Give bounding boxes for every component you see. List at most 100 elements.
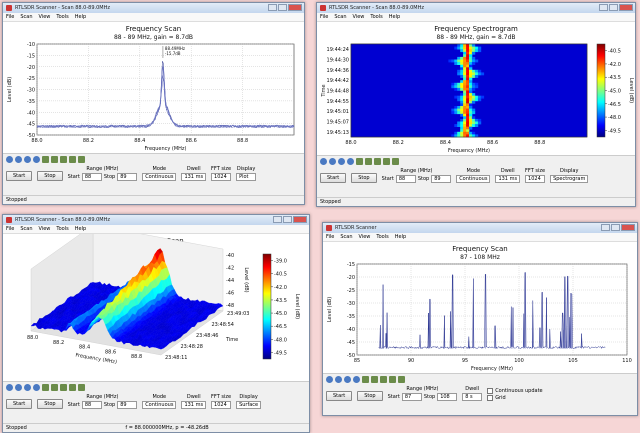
tool-icon[interactable] [33, 156, 40, 163]
maximize-button[interactable] [611, 224, 620, 231]
tool-icon[interactable] [326, 376, 333, 383]
tool-icon[interactable] [353, 376, 360, 383]
menu-item[interactable]: File [6, 14, 15, 20]
field-select[interactable]: Continuous [142, 401, 177, 409]
start-input[interactable]: 88 [81, 173, 102, 181]
maximize-button[interactable] [609, 4, 618, 11]
menu-item[interactable]: View [38, 14, 51, 20]
menu-item[interactable]: View [352, 14, 365, 20]
menu-item[interactable]: Tools [56, 226, 69, 232]
tool-icon[interactable] [69, 156, 76, 163]
tool-icon[interactable] [344, 376, 351, 383]
start-button[interactable]: Start [6, 171, 33, 181]
menu-item[interactable]: Help [74, 226, 87, 232]
stop-button[interactable]: Stop [357, 391, 383, 401]
tool-icon[interactable] [338, 158, 345, 165]
menu-item[interactable]: Scan [334, 14, 347, 20]
menu-item[interactable]: Tools [376, 234, 389, 240]
tool-icon[interactable] [398, 376, 405, 383]
close-button[interactable] [619, 4, 633, 11]
tool-icon[interactable] [15, 156, 22, 163]
tool-icon[interactable] [329, 158, 336, 165]
menu-item[interactable]: Tools [56, 14, 69, 20]
stop-button[interactable]: Stop [351, 173, 377, 183]
tool-icon[interactable] [362, 376, 369, 383]
start-button[interactable]: Start [320, 173, 347, 183]
tool-icon[interactable] [371, 376, 378, 383]
tool-icon[interactable] [78, 384, 85, 391]
tool-icon[interactable] [78, 156, 85, 163]
tool-icon[interactable] [24, 384, 31, 391]
tool-icon[interactable] [320, 158, 327, 165]
field-select[interactable]: Plot [236, 173, 257, 181]
field-select[interactable]: Spectrogram [550, 175, 589, 183]
stop-input[interactable]: 89 [117, 173, 138, 181]
field-select[interactable]: 1024 [525, 175, 546, 183]
minimize-button[interactable] [599, 4, 608, 11]
start-input[interactable]: 88 [81, 401, 102, 409]
tool-icon[interactable] [389, 376, 396, 383]
tool-icon[interactable] [374, 158, 381, 165]
menu-item[interactable]: Tools [370, 14, 383, 20]
checkbox[interactable]: Continuous update [487, 388, 543, 394]
field-select[interactable]: 8 s [462, 393, 483, 401]
menu-item[interactable]: File [326, 234, 335, 240]
minimize-button[interactable] [273, 216, 282, 223]
tool-icon[interactable] [347, 158, 354, 165]
field-select[interactable]: Continuous [456, 175, 491, 183]
tool-icon[interactable] [60, 384, 67, 391]
tool-icon[interactable] [42, 384, 49, 391]
tool-icon[interactable] [69, 384, 76, 391]
checkbox[interactable]: Grid [487, 395, 506, 401]
start-button[interactable]: Start [326, 391, 353, 401]
menu-item[interactable]: View [358, 234, 371, 240]
menu-item[interactable]: File [6, 226, 15, 232]
close-button[interactable] [621, 224, 635, 231]
menu-item[interactable]: Help [388, 14, 401, 20]
menu-item[interactable]: Scan [20, 14, 33, 20]
minimize-button[interactable] [601, 224, 610, 231]
field-select[interactable]: 131 ms [181, 401, 207, 409]
stop-input[interactable]: 89 [117, 401, 138, 409]
field-select[interactable]: 131 ms [181, 173, 207, 181]
menu-item[interactable]: Help [394, 234, 407, 240]
minimize-button[interactable] [268, 4, 277, 11]
tool-icon[interactable] [51, 156, 58, 163]
tool-icon[interactable] [60, 156, 67, 163]
field-select[interactable]: 131 ms [495, 175, 521, 183]
stop-button[interactable]: Stop [37, 171, 63, 181]
tool-icon[interactable] [365, 158, 372, 165]
maximize-button[interactable] [278, 4, 287, 11]
stop-input[interactable]: 108 [437, 393, 458, 401]
tool-icon[interactable] [392, 158, 399, 165]
menu-item[interactable]: Scan [340, 234, 353, 240]
start-input[interactable]: 87 [401, 393, 422, 401]
tool-icon[interactable] [33, 384, 40, 391]
tool-icon[interactable] [356, 158, 363, 165]
stop-input[interactable]: 89 [431, 175, 452, 183]
close-button[interactable] [288, 4, 302, 11]
menu-item[interactable]: Scan [20, 226, 33, 232]
tool-icon[interactable] [6, 156, 13, 163]
range-group: Range (MHz) Start 88 Stop 89 [68, 394, 138, 409]
tool-icon[interactable] [24, 156, 31, 163]
tool-icon[interactable] [380, 376, 387, 383]
close-button[interactable] [293, 216, 307, 223]
start-button[interactable]: Start [6, 399, 33, 409]
field-select[interactable]: 1024 [211, 173, 232, 181]
tool-icon[interactable] [15, 384, 22, 391]
menu-item[interactable]: View [38, 226, 51, 232]
tool-icon[interactable] [6, 384, 13, 391]
tool-icon[interactable] [383, 158, 390, 165]
field-select[interactable]: 1024 [211, 401, 232, 409]
menu-item[interactable]: File [320, 14, 329, 20]
menu-item[interactable]: Help [74, 14, 87, 20]
maximize-button[interactable] [283, 216, 292, 223]
start-input[interactable]: 88 [395, 175, 416, 183]
field-select[interactable]: Continuous [142, 173, 177, 181]
field-select[interactable]: Surface [236, 401, 262, 409]
stop-button[interactable]: Stop [37, 399, 63, 409]
tool-icon[interactable] [51, 384, 58, 391]
tool-icon[interactable] [335, 376, 342, 383]
tool-icon[interactable] [42, 156, 49, 163]
